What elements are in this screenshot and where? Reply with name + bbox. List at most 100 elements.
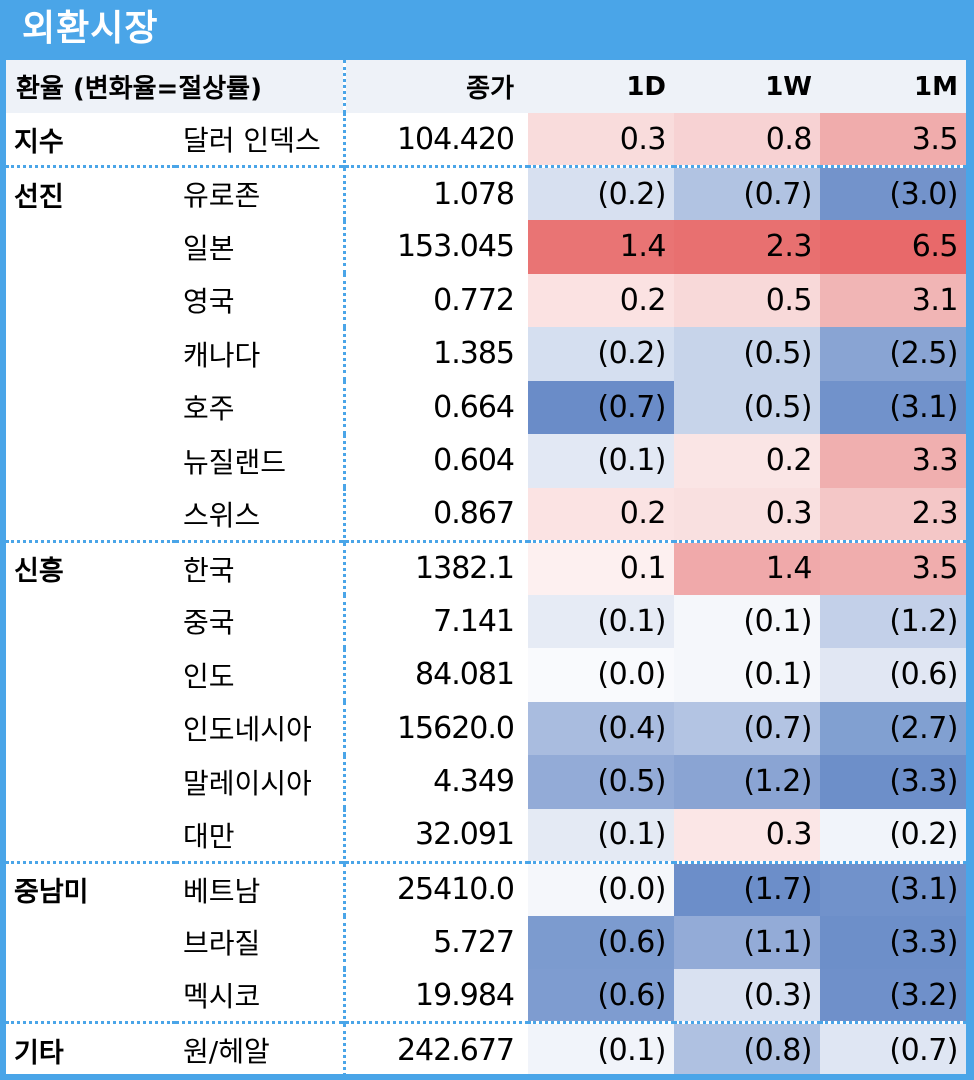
- change-1d: 0.1: [528, 539, 674, 595]
- close-value: 104.420: [396, 121, 515, 157]
- region-label: 지수: [14, 126, 64, 158]
- change-1m: (0.6): [820, 648, 966, 702]
- table-row: 캐나다 1.385 (0.2) (0.5) (2.5): [6, 327, 966, 381]
- close-value: 19.984: [415, 977, 515, 1013]
- table-row: 스위스 0.867 0.2 0.3 2.3: [6, 487, 966, 542]
- change-1d: (0.1): [528, 434, 674, 488]
- close-value: 1382.1: [344, 539, 528, 595]
- close-value: 0.867: [433, 496, 515, 531]
- close-value: 1.078: [344, 165, 528, 220]
- change-1w: (0.1): [674, 594, 820, 648]
- currency-name: 일본: [175, 220, 346, 274]
- change-1w: 0.5: [674, 273, 820, 327]
- close-value: 0.664: [433, 389, 515, 425]
- table-row: 중국 7.141 (0.1) (0.1) (1.2): [6, 594, 966, 648]
- close-value: 242.677: [344, 1021, 528, 1074]
- change-1d: (0.2): [528, 327, 674, 381]
- table-row: 기타 원/헤알 242.677 (0.1) (0.8) (0.7): [6, 1021, 966, 1074]
- change-1d: 0.3: [528, 113, 674, 167]
- change-1m: 3.5: [820, 539, 966, 595]
- table-body: 지수 달러 인덱스 104.420 0.3 0.8 3.5 선진 유로존 1.078 (0.2)(…: [6, 113, 966, 1074]
- change-1m: 2.3: [820, 487, 966, 541]
- table-row: 대만 32.091 (0.1) 0.3 (0.2): [6, 808, 966, 862]
- change-1m: (2.5): [820, 327, 966, 381]
- region-label: [6, 702, 175, 756]
- currency-name: 베트남: [175, 860, 346, 916]
- region-label: [6, 648, 175, 702]
- close-value: 0.604: [433, 443, 515, 479]
- region-label: 신흥: [6, 539, 175, 595]
- change-1d: 0.2: [528, 273, 674, 327]
- header-label: 환율 (변화율=절상률): [6, 60, 346, 113]
- currency-name: 캐나다: [175, 327, 346, 381]
- currency-name: 유로존: [175, 165, 346, 220]
- change-1w: 0.2: [674, 434, 820, 488]
- region-label: 선진: [6, 165, 175, 220]
- table-row: 호주 0.664 (0.7) (0.5) (3.1): [6, 380, 966, 434]
- change-1w: (0.1): [674, 648, 820, 702]
- close-value: 0.772: [433, 282, 515, 318]
- close-value: 7.141: [433, 603, 515, 639]
- change-1m: 3.5: [820, 113, 966, 167]
- change-1m: (3.1): [820, 380, 966, 434]
- change-1w: (0.7): [674, 701, 820, 755]
- change-1m: 6.5: [820, 220, 966, 274]
- region-label: [6, 220, 175, 274]
- currency-name: 인도네시아: [175, 701, 346, 755]
- header-1m: 1M: [820, 60, 966, 113]
- change-1w: (0.3): [674, 969, 820, 1023]
- region-label: [6, 327, 175, 381]
- change-1m: (2.7): [820, 701, 966, 755]
- close-value: 84.081: [415, 657, 515, 693]
- change-1w: 1.4: [674, 539, 820, 595]
- change-1w: 0.8: [674, 113, 820, 167]
- change-1w: (0.8): [674, 1021, 820, 1074]
- currency-name: 스위스: [175, 487, 346, 541]
- table-row: 중남미 베트남 25410.0 (0.0) (1.7) (3.1): [6, 860, 966, 916]
- currency-name: 중국: [175, 594, 346, 648]
- table-row: 지수 달러 인덱스 104.420 0.3 0.8 3.5: [6, 113, 966, 167]
- change-1d: (0.6): [528, 915, 674, 969]
- currency-name: 영국: [175, 273, 346, 327]
- fx-table: 환율 (변화율=절상률) 종가 1D 1W 1M 지수 달러 인덱스 104.420…: [6, 60, 966, 1074]
- close-value: 153.045: [396, 229, 515, 265]
- change-1m: (3.3): [820, 755, 966, 809]
- change-1w: (1.2): [674, 755, 820, 809]
- close-value: 25410.0: [344, 860, 528, 916]
- change-1w: (0.5): [674, 327, 820, 381]
- currency-name: 브라질: [175, 915, 346, 969]
- currency-name: 뉴질랜드: [175, 434, 346, 488]
- change-1w: (1.1): [674, 915, 820, 969]
- currency-name: 인도: [175, 648, 346, 702]
- change-1d: (0.6): [528, 969, 674, 1023]
- panel-title: 외환시장: [22, 8, 159, 49]
- change-1d: (0.0): [528, 860, 674, 916]
- change-1d: (0.4): [528, 701, 674, 755]
- change-1d: (0.1): [528, 1021, 674, 1074]
- close-value: 15620.0: [396, 710, 515, 746]
- table-row: 인도네시아 15620.0 (0.4) (0.7) (2.7): [6, 701, 966, 756]
- region-label: 중남미: [6, 860, 175, 916]
- table-row: 선진 유로존 1.078 (0.2) (0.7) (3.0): [6, 165, 966, 220]
- header-close: 종가: [344, 60, 528, 113]
- region-label: [6, 916, 175, 970]
- currency-name: 호주: [175, 380, 346, 434]
- currency-name: 달러 인덱스: [175, 113, 346, 167]
- currency-name: 말레이시아: [175, 755, 346, 809]
- region-label: [6, 434, 175, 488]
- change-1m: 3.1: [820, 273, 966, 327]
- table-row: 뉴질랜드 0.604 (0.1) 0.2 3.3: [6, 434, 966, 488]
- close-value: 5.727: [433, 924, 515, 960]
- change-1m: (0.2): [820, 808, 966, 862]
- region-label: [6, 488, 175, 542]
- table-row: 브라질 5.727 (0.6) (1.1) (3.3): [6, 915, 966, 970]
- change-1d: (0.1): [528, 808, 674, 862]
- change-1d: 0.2: [528, 487, 674, 541]
- table-row: 신흥 한국 1382.1 0.1 1.4 3.5: [6, 539, 966, 595]
- currency-name: 한국: [175, 539, 346, 595]
- currency-name: 멕시코: [175, 969, 346, 1023]
- change-1w: (0.7): [674, 165, 820, 220]
- change-1m: (3.3): [820, 915, 966, 969]
- change-1d: 1.4: [528, 220, 674, 274]
